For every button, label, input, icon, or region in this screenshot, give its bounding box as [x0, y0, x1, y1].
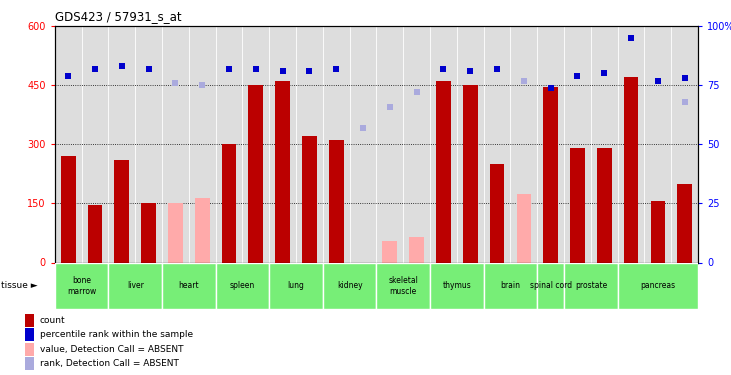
Point [384, 104, 395, 110]
Bar [678, 184, 692, 262]
Bar [543, 87, 558, 262]
Bar [463, 85, 477, 262]
Bar [382, 241, 397, 262]
Text: value, Detection Call = ABSENT: value, Detection Call = ABSENT [39, 345, 183, 354]
Text: GDS423 / 57931_s_at: GDS423 / 57931_s_at [55, 10, 181, 23]
Text: rank, Detection Call = ABSENT: rank, Detection Call = ABSENT [39, 359, 178, 368]
Point [572, 73, 583, 79]
Point [197, 82, 208, 88]
Text: kidney: kidney [337, 281, 363, 290]
Point [357, 125, 369, 131]
Point [89, 66, 101, 72]
Text: lung: lung [287, 281, 305, 290]
Bar [651, 201, 665, 262]
Point [143, 66, 154, 72]
Bar [517, 194, 531, 262]
Bar [249, 85, 263, 262]
Point [411, 89, 423, 95]
Bar [597, 148, 612, 262]
Bar [26, 357, 34, 370]
Text: tissue ►: tissue ► [1, 281, 38, 290]
Point [518, 78, 530, 84]
Text: thymus: thymus [442, 281, 471, 290]
Bar [484, 262, 537, 309]
Bar [168, 203, 183, 262]
Bar [216, 262, 269, 309]
Bar [276, 81, 290, 262]
Point [545, 85, 556, 91]
Text: liver: liver [126, 281, 144, 290]
Bar [537, 262, 564, 309]
Point [491, 66, 503, 72]
Bar [61, 156, 75, 262]
Bar [269, 262, 323, 309]
Bar [376, 262, 430, 309]
Point [303, 68, 315, 74]
Bar [302, 136, 317, 262]
Text: spinal cord: spinal cord [530, 281, 572, 290]
Bar [618, 262, 698, 309]
Point [330, 66, 342, 72]
Bar [564, 262, 618, 309]
Text: percentile rank within the sample: percentile rank within the sample [39, 330, 193, 339]
Bar [221, 144, 236, 262]
Bar [409, 237, 424, 262]
Text: skeletal
muscle: skeletal muscle [388, 276, 418, 296]
Bar [26, 328, 34, 341]
Text: spleen: spleen [230, 281, 255, 290]
Bar [436, 81, 451, 262]
Point [223, 66, 235, 72]
Point [464, 68, 476, 74]
Point [170, 80, 181, 86]
Bar [570, 148, 585, 262]
Bar [88, 206, 102, 262]
Point [116, 63, 128, 69]
Bar [26, 343, 34, 355]
Bar [323, 262, 376, 309]
Point [62, 73, 74, 79]
Bar [162, 262, 216, 309]
Bar [55, 262, 108, 309]
Point [277, 68, 289, 74]
Text: heart: heart [178, 281, 199, 290]
Point [599, 70, 610, 76]
Bar [26, 314, 34, 327]
Bar [490, 164, 504, 262]
Bar [115, 160, 129, 262]
Bar [329, 140, 344, 262]
Point [652, 78, 664, 84]
Bar [195, 198, 210, 262]
Bar [108, 262, 162, 309]
Point [438, 66, 450, 72]
Point [679, 99, 691, 105]
Text: bone
marrow: bone marrow [67, 276, 96, 296]
Text: pancreas: pancreas [640, 281, 675, 290]
Text: count: count [39, 316, 65, 325]
Point [625, 35, 637, 41]
Point [679, 75, 691, 81]
Text: prostate: prostate [575, 281, 607, 290]
Text: brain: brain [501, 281, 520, 290]
Bar [430, 262, 484, 309]
Bar [624, 77, 638, 262]
Bar [141, 203, 156, 262]
Point [250, 66, 262, 72]
